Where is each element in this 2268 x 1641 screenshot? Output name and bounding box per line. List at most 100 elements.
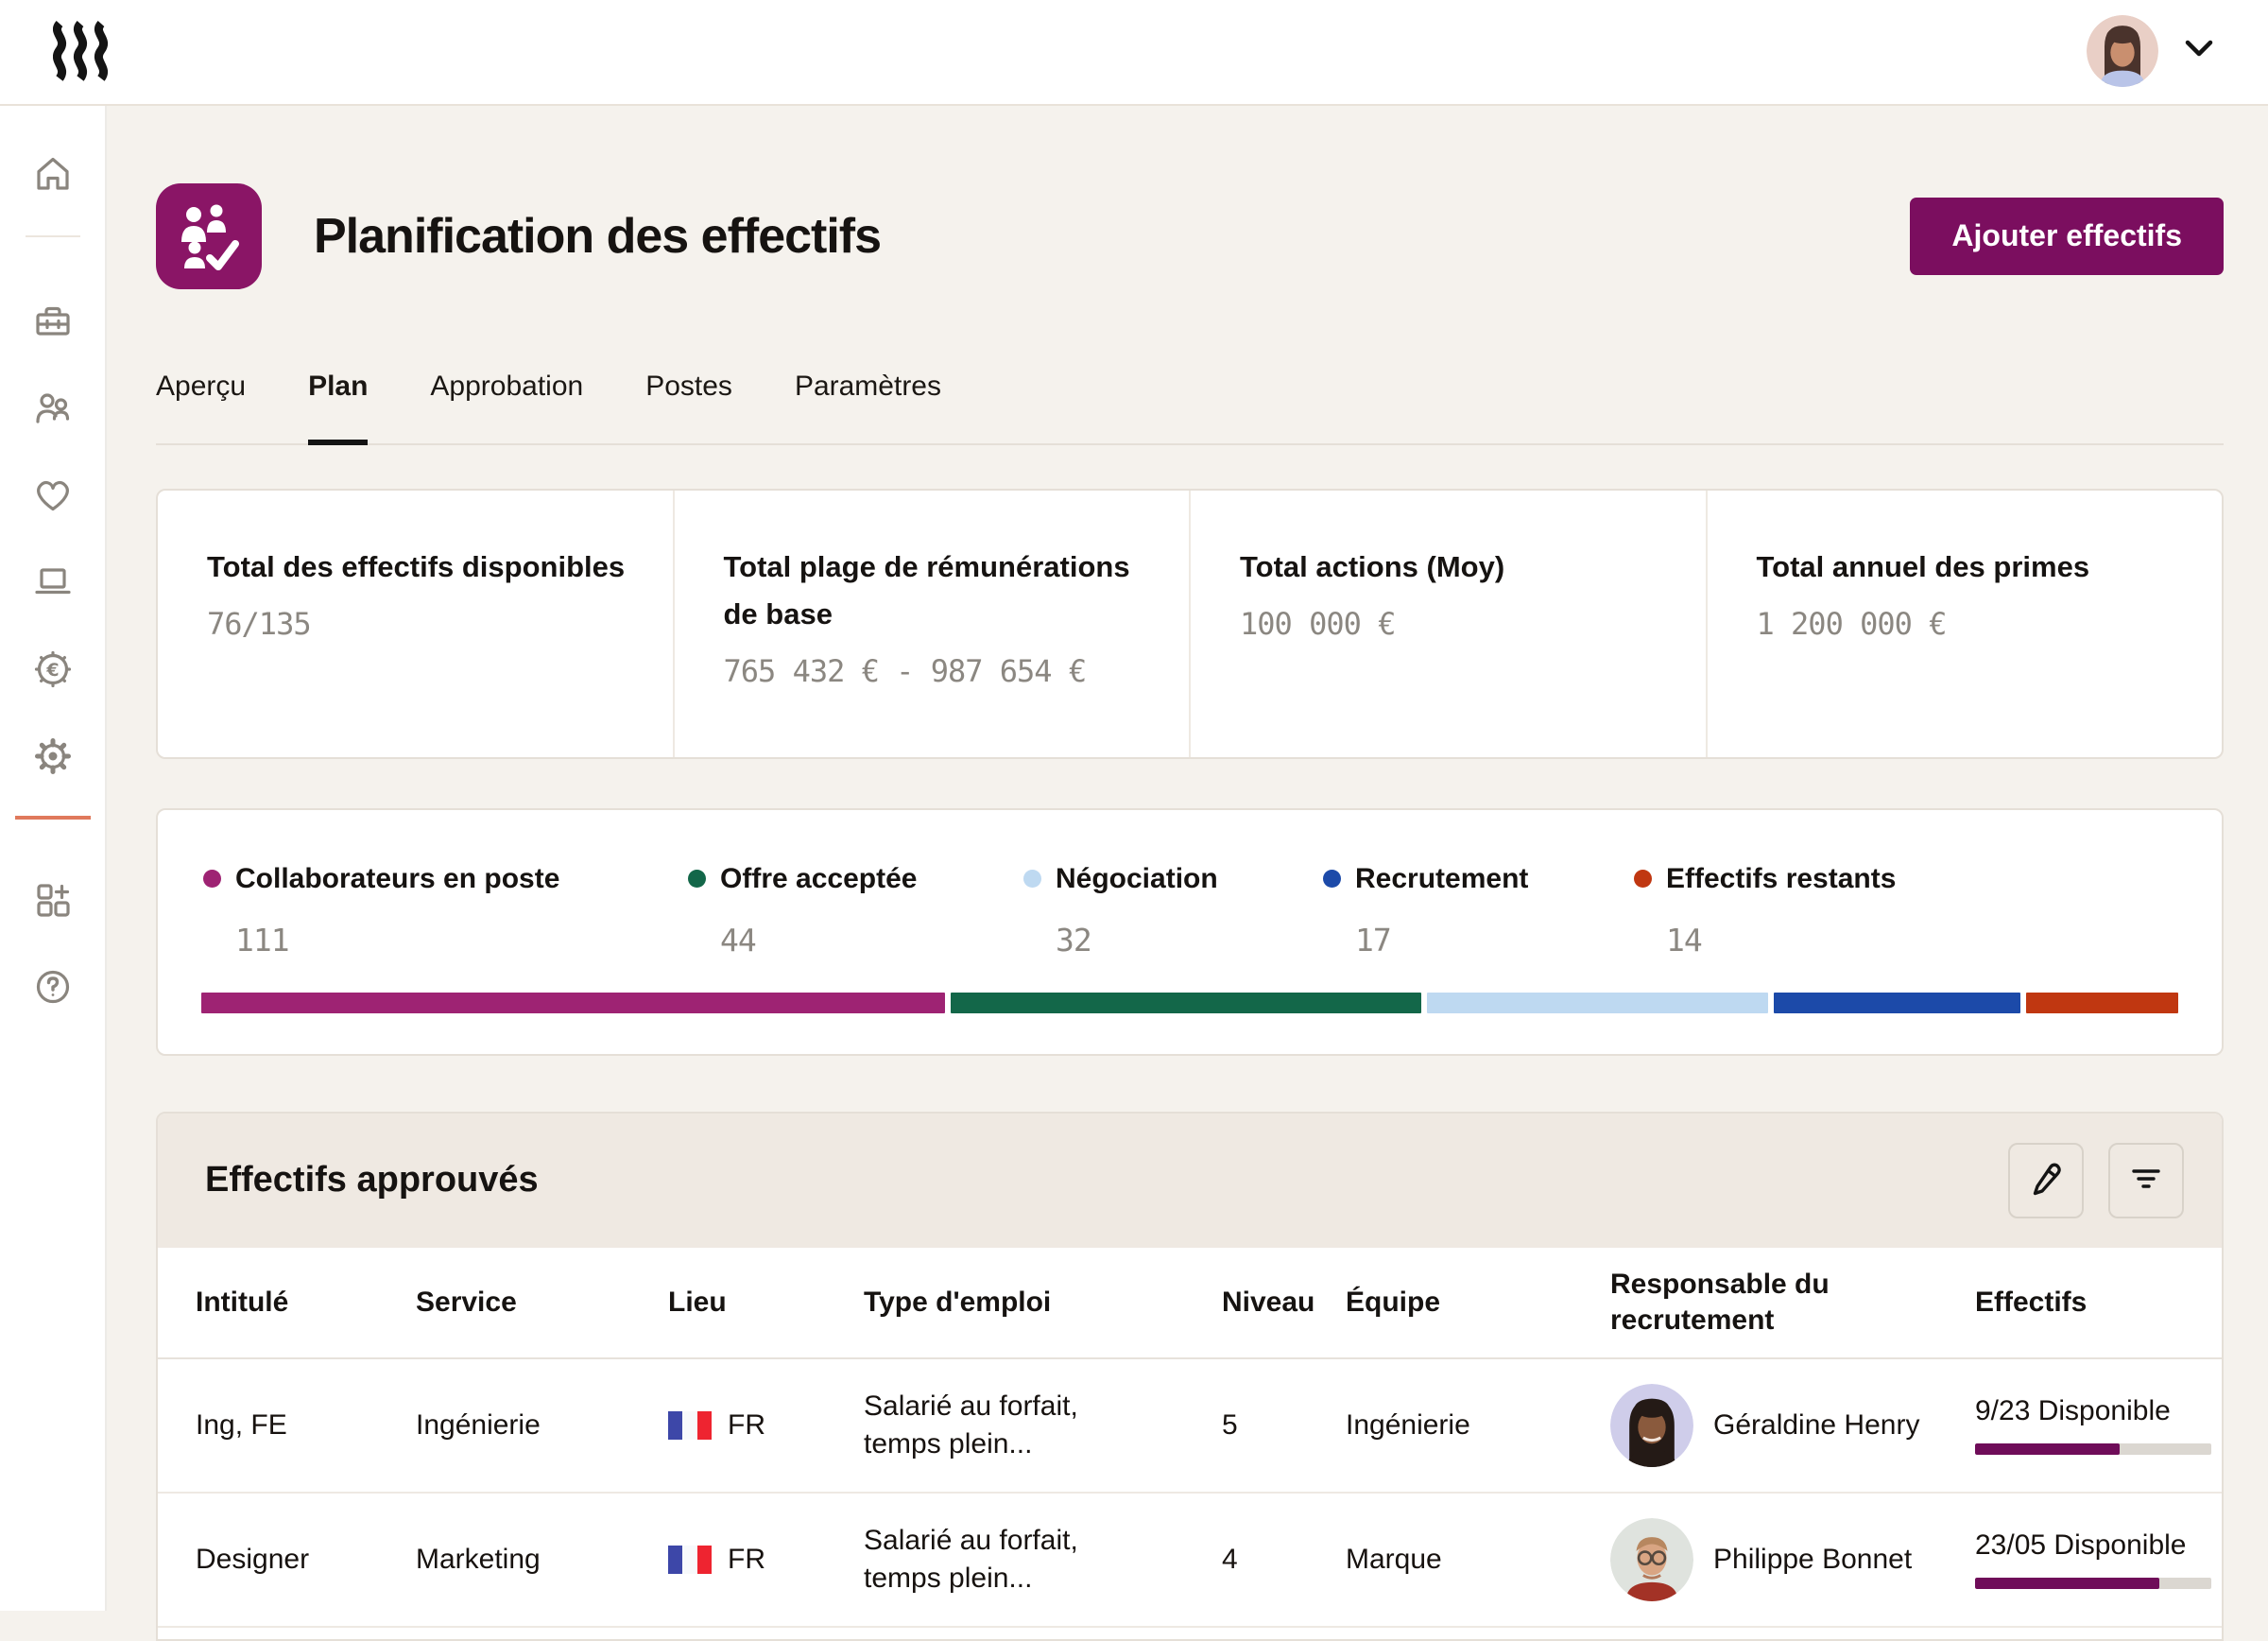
cell-employment-type: Salarié au forfait, temps plein... [864,1390,1078,1460]
legend-item-offre-acceptee: Offre acceptée 44 [688,863,1023,959]
tab-postes[interactable]: Postes [645,370,732,402]
legend-item-negociation: Négociation 32 [1023,863,1323,959]
cell-service: Ingénierie [416,1408,541,1441]
legend-value: 111 [235,921,290,959]
manager-avatar [1610,1383,1693,1467]
stat-label: Total des effectifs disponibles [207,549,626,583]
gear-icon[interactable] [31,734,75,778]
legend-item-recrutement: Recrutement 17 [1323,863,1634,959]
table-column-header-row: Intitulé Service Lieu Type d'emploi Nive… [158,1248,2222,1359]
tab-parametres[interactable]: Paramètres [794,370,941,402]
headcount-progress [1975,1578,2211,1590]
tab-bar: Aperçu Plan Approbation Postes Paramètre… [156,371,2224,445]
stat-value: 1 200 000 € [1756,605,1948,642]
legend-item-collaborateurs: Collaborateurs en poste 111 [203,863,688,959]
col-service: Service [416,1286,517,1318]
cell-level: 5 [1222,1408,1238,1441]
france-flag-icon [668,1545,712,1574]
main-content: Planification des effectifs Ajouter effe… [108,106,2268,1641]
cell-title: Ing, FE [196,1408,287,1441]
heart-icon[interactable] [31,474,75,517]
col-niveau: Niveau [1222,1286,1315,1318]
manager-avatar [1610,1517,1693,1601]
stat-label: Total plage de rémunérations de base [723,549,1130,630]
cell-service: Marketing [416,1543,541,1575]
manager-name: Géraldine Henry [1713,1408,1920,1441]
stat-value: 100 000 € [1240,605,1396,642]
chevron-down-icon[interactable] [2183,38,2215,65]
bar-segment-recrutement [1774,992,2021,1013]
approved-headcount-card: Effectifs approuvés [156,1111,2224,1641]
user-avatar[interactable] [2087,15,2158,87]
add-headcount-button[interactable]: Ajouter effectifs [1910,197,2224,275]
table-row[interactable]: Designer Marketing FR Salarié au forfait… [158,1494,2222,1628]
bar-segment-collaborateurs [201,992,945,1013]
euro-coin-icon[interactable]: € [31,648,75,691]
stat-label: Total annuel des primes [1756,549,2090,583]
legend-dot [1023,870,1041,889]
toolbox-icon[interactable] [31,300,75,343]
filter-icon [2126,1159,2166,1201]
tab-approbation[interactable]: Approbation [430,370,584,402]
bar-segment-effectifs-restants [2026,992,2179,1013]
legend-value: 32 [1056,921,1092,959]
cell-level: 4 [1222,1543,1238,1575]
legend-dot [203,870,221,889]
headcount-planning-icon [156,182,262,289]
legend-dot [688,870,706,889]
stat-value: 765 432 € - 987 654 € [723,652,1088,689]
col-type-emploi: Type d'emploi [864,1286,1052,1318]
legend-item-effectifs-restants: Effectifs restants 14 [1634,863,1896,959]
pencil-icon [2026,1159,2066,1201]
stacked-headcount-bar [201,992,2179,1013]
tab-plan[interactable]: Plan [308,371,369,445]
legend-value: 44 [720,921,757,959]
edit-button[interactable] [2008,1142,2084,1218]
summary-stats-card: Total des effectifs disponibles 76/135 T… [156,488,2224,759]
svg-text:€: € [45,660,59,681]
legend-value: 17 [1355,921,1392,959]
col-equipe: Équipe [1346,1286,1441,1318]
tab-apercu[interactable]: Aperçu [156,370,247,402]
rippling-logo-icon[interactable] [52,20,112,86]
col-intitule: Intitulé [196,1286,289,1318]
people-icon[interactable] [31,387,75,430]
user-menu[interactable] [2087,15,2215,87]
col-lieu: Lieu [668,1286,727,1318]
stat-plage-remunerations: Total plage de rémunérations de base 765… [672,490,1190,757]
location-code: FR [728,1408,765,1441]
manager-name: Philippe Bonnet [1713,1543,1913,1575]
table-row[interactable]: Ing, FE Ingénierie FR Salarié au forfait… [158,1359,2222,1494]
stat-total-actions: Total actions (Moy) 100 000 € [1189,490,1706,757]
laptop-icon[interactable] [31,561,75,604]
sidebar-accent-divider [14,816,91,820]
cell-location: FR [668,1409,864,1442]
filter-button[interactable] [2108,1142,2184,1218]
legend-label: Recrutement [1355,862,1529,894]
cell-manager: Géraldine Henry [1610,1383,1975,1467]
headcount-text: 23/05 Disponible [1975,1529,2187,1562]
cell-title: Designer [196,1543,310,1575]
cell-headcount: 9/23 Disponible [1975,1395,2211,1456]
bar-segment-offre-acceptee [950,992,1422,1013]
sidebar-divider [25,235,80,237]
legend-dot [1323,870,1341,889]
sidebar-nav: € [0,106,107,1611]
col-effectifs: Effectifs [1975,1286,2088,1318]
grid-plus-icon[interactable] [31,878,75,922]
france-flag-icon [668,1410,712,1440]
home-icon[interactable] [31,152,75,196]
cell-headcount: 23/05 Disponible [1975,1529,2211,1590]
cell-employment-type: Salarié au forfait, temps plein... [864,1524,1078,1594]
location-code: FR [728,1543,765,1575]
cell-location: FR [668,1544,864,1576]
legend-dot [1634,870,1652,889]
question-circle-icon[interactable] [31,965,75,1009]
legend: Collaborateurs en poste 111 Offre accept… [203,863,2178,959]
page-header: Planification des effectifs Ajouter effe… [156,175,2224,298]
stat-total-primes: Total annuel des primes 1 200 000 € [1705,490,2223,757]
table-header-bar: Effectifs approuvés [158,1113,2222,1248]
legend-label: Négociation [1056,862,1218,894]
headcount-text: 9/23 Disponible [1975,1395,2171,1427]
bar-segment-negociation [1427,992,1769,1013]
